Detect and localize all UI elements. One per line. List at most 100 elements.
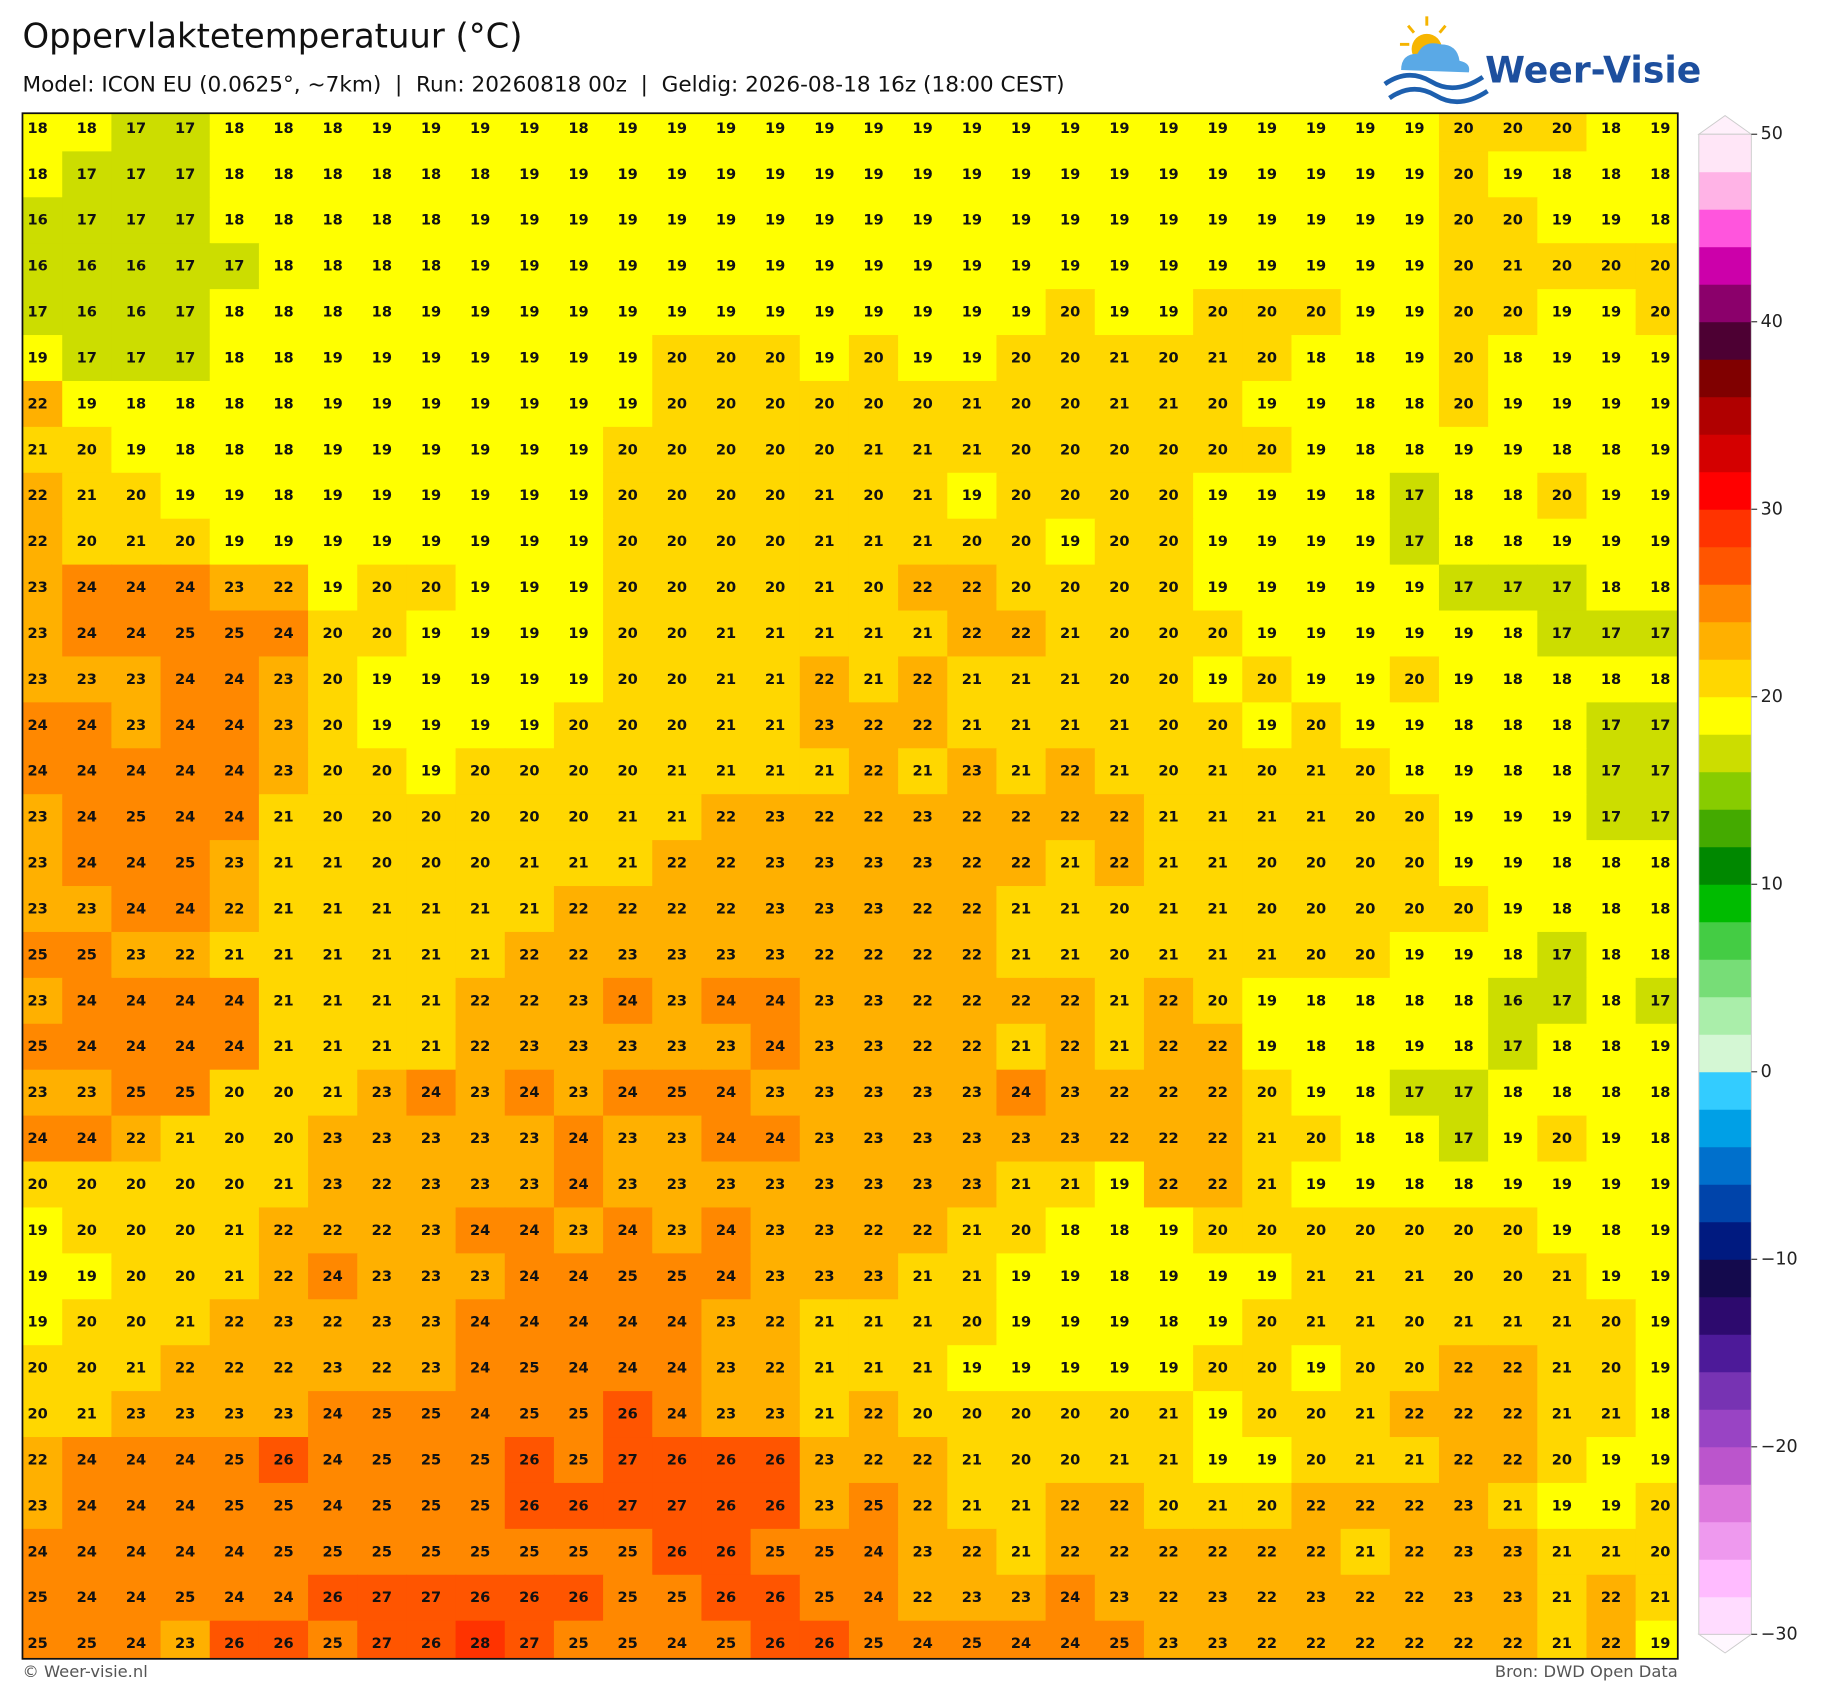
temperature-cell <box>701 656 752 704</box>
temperature-label: 19 <box>618 212 638 229</box>
temperature-cell <box>1586 840 1637 887</box>
temperature-cell <box>22 610 63 658</box>
temperature-cell <box>1242 197 1293 244</box>
temperature-label: 25 <box>568 1451 588 1468</box>
temperature-cell <box>258 197 309 244</box>
temperature-label: 20 <box>224 1130 244 1147</box>
temperature-cell <box>553 656 604 704</box>
temperature-cell <box>1094 748 1145 795</box>
temperature-label: 24 <box>470 1314 490 1331</box>
temperature-label: 20 <box>1355 855 1375 872</box>
temperature-cell <box>1340 1115 1391 1163</box>
temperature-cell <box>996 1253 1047 1300</box>
temperature-cell <box>1488 426 1539 474</box>
temperature-cell <box>553 243 604 290</box>
temperature-label: 28 <box>470 1635 490 1652</box>
temperature-cell <box>160 1482 211 1530</box>
temperature-label: 24 <box>77 625 97 642</box>
temperature-label: 21 <box>962 1222 982 1239</box>
temperature-label: 21 <box>913 1314 933 1331</box>
temperature-cell <box>62 610 113 658</box>
temperature-label: 24 <box>519 1268 539 1285</box>
temperature-cell <box>750 1023 801 1071</box>
temperature-cell <box>455 1023 506 1071</box>
temperature-label: 19 <box>1306 1176 1326 1193</box>
temperature-cell <box>1143 1023 1194 1071</box>
temperature-label: 19 <box>1060 1268 1080 1285</box>
temperature-label: 20 <box>1109 487 1129 504</box>
temperature-cell <box>1438 380 1489 428</box>
temperature-label: 21 <box>765 763 785 780</box>
temperature-cell <box>848 610 899 658</box>
temperature-cell <box>1586 1161 1637 1209</box>
temperature-label: 18 <box>1355 441 1375 458</box>
temperature-cell <box>209 1023 260 1071</box>
temperature-label: 18 <box>1503 625 1523 642</box>
title: Oppervlaktetemperatuur (°C) <box>22 17 522 56</box>
temperature-label: 21 <box>716 717 736 734</box>
temperature-cell <box>1340 1345 1391 1392</box>
temperature-cell <box>406 151 457 198</box>
temperature-label: 25 <box>323 1543 343 1560</box>
temperature-cell <box>603 1253 653 1300</box>
temperature-label: 20 <box>667 717 687 734</box>
temperature-label: 19 <box>421 717 441 734</box>
temperature-cell <box>111 794 162 841</box>
temperature-cell <box>553 472 604 520</box>
temperature-label: 21 <box>568 855 588 872</box>
temperature-label: 20 <box>863 349 883 366</box>
temperature-label: 19 <box>421 625 441 642</box>
temperature-label: 20 <box>27 1360 47 1377</box>
temperature-cell <box>701 380 752 428</box>
temperature-label: 22 <box>962 809 982 826</box>
temperature-cell <box>799 289 850 336</box>
temperature-label: 21 <box>1060 671 1080 688</box>
temperature-cell <box>1193 472 1243 520</box>
temperature-label: 20 <box>372 625 392 642</box>
temperature-label: 19 <box>1552 809 1572 826</box>
temperature-label: 20 <box>1650 1543 1670 1560</box>
temperature-label: 20 <box>667 487 687 504</box>
temperature-cell <box>209 564 260 612</box>
temperature-label: 19 <box>1208 1268 1228 1285</box>
colorbar-tick-label: −10 <box>1761 1249 1798 1269</box>
temperature-cell <box>1438 702 1489 749</box>
temperature-label: 20 <box>568 717 588 734</box>
temperature-cell <box>160 748 211 795</box>
temperature-cell <box>406 518 457 566</box>
temperature-cell <box>406 1115 457 1163</box>
temperature-cell <box>111 610 162 658</box>
temperature-cell <box>111 243 162 290</box>
temperature-label: 20 <box>175 1268 195 1285</box>
map: 18 18 17 17 18 18 18 19 19 19 19 18 19 19 19 19 19 19 19 19… <box>22 113 1678 1659</box>
temperature-cell <box>1242 840 1293 887</box>
temperature-cell <box>504 1115 555 1163</box>
temperature-cell <box>1635 886 1678 933</box>
colorbar-tick-label: 10 <box>1761 874 1783 894</box>
temperature-label: 20 <box>1158 1497 1178 1514</box>
temperature-cell <box>1488 794 1539 841</box>
temperature-label: 21 <box>126 1360 146 1377</box>
temperature-cell <box>603 1299 653 1346</box>
temperature-label: 25 <box>962 1635 982 1652</box>
temperature-cell <box>1438 564 1489 612</box>
temperature-label: 20 <box>716 579 736 596</box>
temperature-label: 19 <box>470 671 490 688</box>
temperature-cell <box>455 197 506 244</box>
temperature-cell <box>1586 1253 1637 1300</box>
temperature-label: 19 <box>765 212 785 229</box>
temperature-cell <box>504 1482 555 1530</box>
temperature-label: 21 <box>1601 1406 1621 1423</box>
temperature-label: 23 <box>273 717 293 734</box>
temperature-label: 21 <box>1208 1497 1228 1514</box>
temperature-cell <box>1045 1299 1096 1346</box>
temperature-label: 23 <box>765 1176 785 1193</box>
temperature-label: 20 <box>1453 304 1473 321</box>
temperature-label: 22 <box>470 992 490 1009</box>
temperature-label: 18 <box>273 166 293 183</box>
temperature-cell <box>1193 1023 1243 1071</box>
temperature-label: 20 <box>77 1360 97 1377</box>
temperature-cell <box>1488 931 1539 979</box>
temperature-label: 17 <box>77 212 97 229</box>
temperature-cell <box>553 426 604 474</box>
